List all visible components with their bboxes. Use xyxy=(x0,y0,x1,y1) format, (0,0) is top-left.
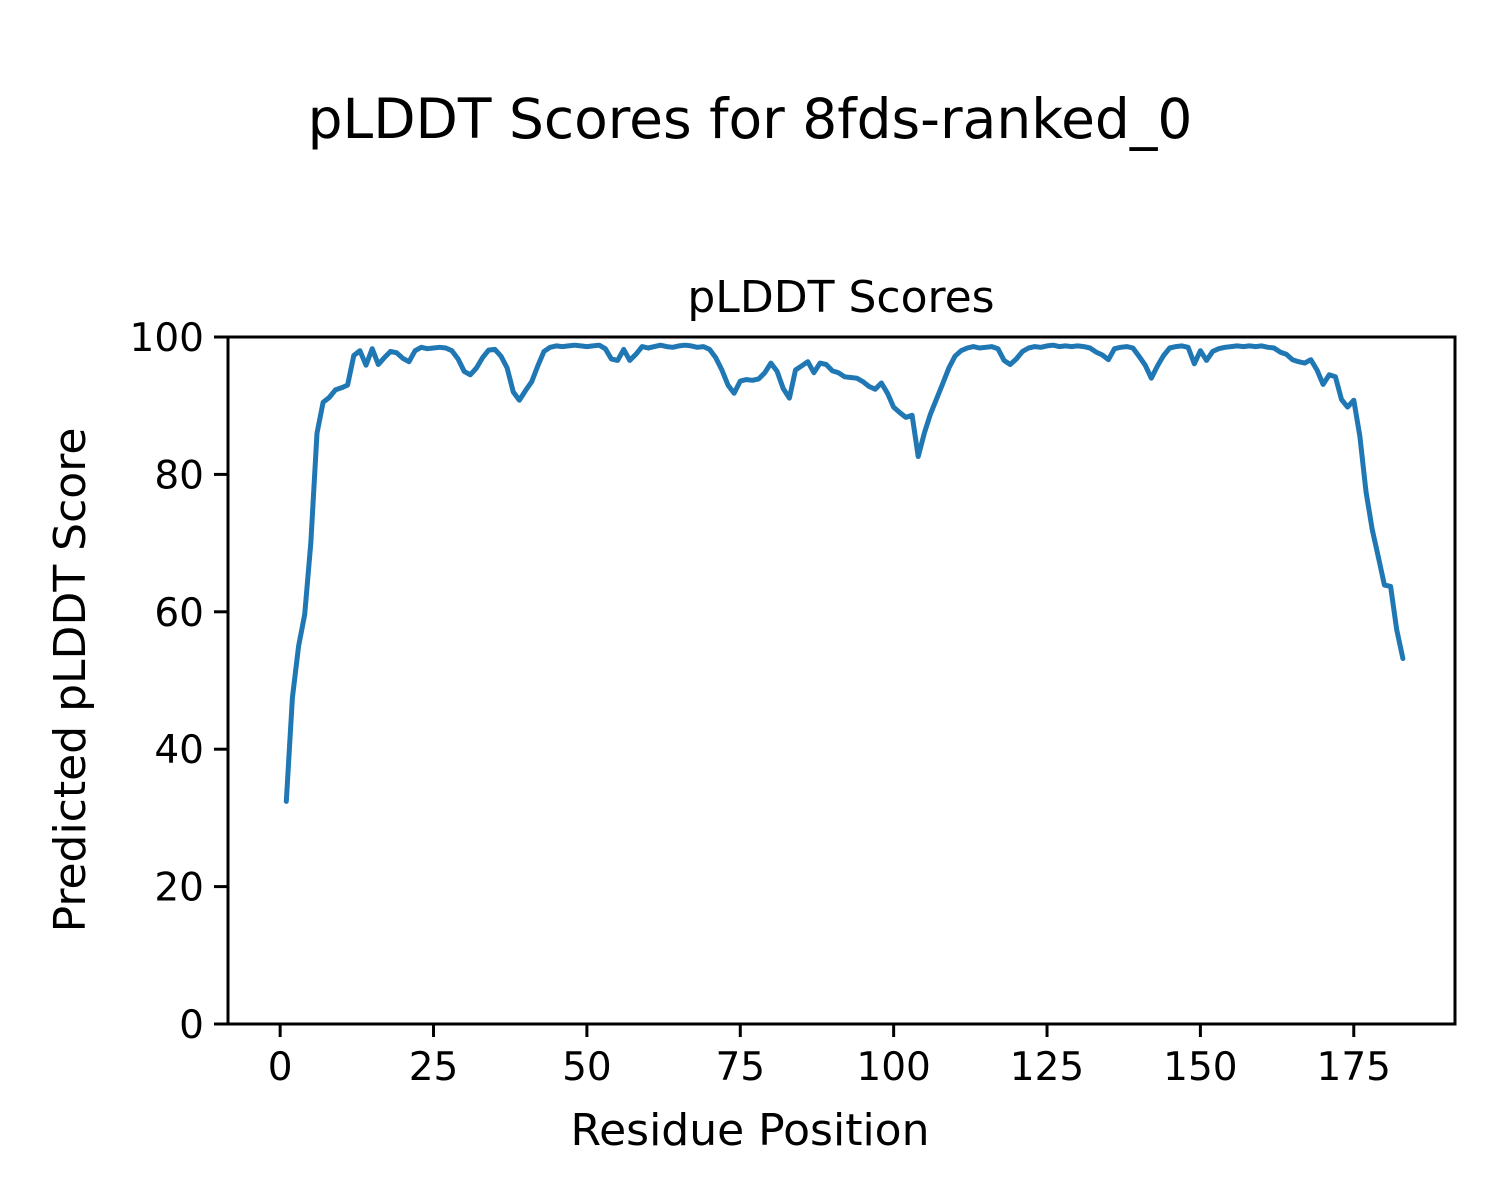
y-tick-label: 60 xyxy=(154,591,204,636)
x-tick-label: 175 xyxy=(1317,1045,1391,1090)
plddt-score-line xyxy=(283,342,1406,804)
x-tick-label: 100 xyxy=(856,1045,930,1090)
y-tick-label: 80 xyxy=(154,453,204,498)
axes-title: pLDDT Scores xyxy=(687,272,994,323)
x-tick-label: 0 xyxy=(268,1045,293,1090)
x-tick-label: 125 xyxy=(1010,1045,1084,1090)
figure-title: pLDDT Scores for 8fds-ranked_0 xyxy=(308,87,1193,151)
y-axis-label: Predicted pLDDT Score xyxy=(45,428,96,933)
plddt-line-series xyxy=(283,342,1406,804)
x-tick-label: 150 xyxy=(1163,1045,1237,1090)
axes-box xyxy=(226,335,1457,1026)
y-tick-label: 40 xyxy=(154,728,204,773)
plot-spines xyxy=(226,335,1457,1026)
x-axis-label: Residue Position xyxy=(570,1105,929,1156)
y-tick-label: 0 xyxy=(179,1003,204,1048)
y-tick-label: 20 xyxy=(154,866,204,911)
x-tick-label: 75 xyxy=(715,1045,765,1090)
y-tick-label: 100 xyxy=(130,316,204,361)
x-tick-label: 25 xyxy=(409,1045,459,1090)
axis-ticks: 0 25 50 75 100 125 150 175 0 20 40 60 80 100 xyxy=(130,316,1391,1090)
x-tick-label: 50 xyxy=(562,1045,612,1090)
